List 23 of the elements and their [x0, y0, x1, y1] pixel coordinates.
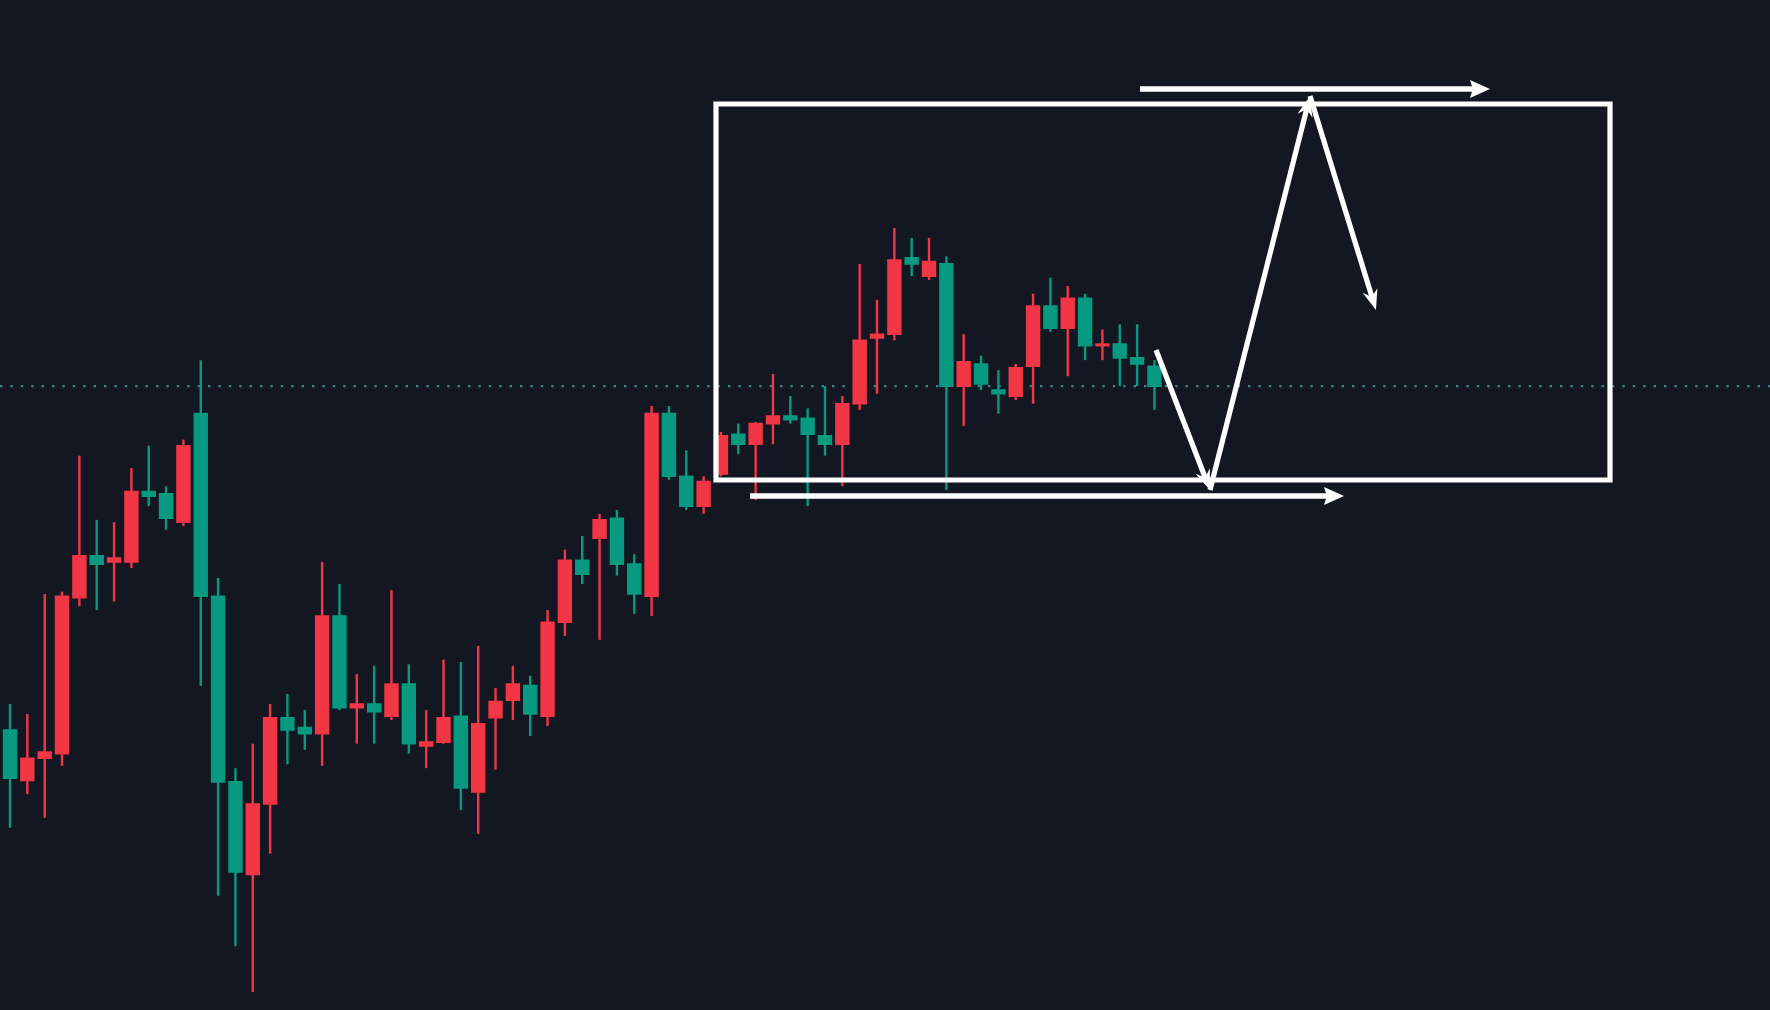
candlestick [488, 686, 503, 771]
candlestick [817, 384, 833, 457]
candlestick [592, 512, 607, 641]
candlestick [575, 534, 590, 586]
candlestick [1060, 284, 1075, 378]
candlestick [366, 664, 382, 745]
candlestick [349, 672, 364, 745]
candlestick [696, 475, 711, 515]
candlestick [1008, 362, 1023, 402]
candlestick [973, 354, 989, 392]
candlestick [384, 588, 399, 722]
candlestick [1043, 276, 1058, 334]
candlestick [1147, 358, 1162, 412]
candlestick [523, 674, 538, 738]
candlestick [1077, 292, 1093, 362]
candlestick [956, 333, 971, 428]
candlestick [904, 236, 919, 278]
candlestick [921, 236, 937, 282]
candlestick [1095, 328, 1110, 362]
candlestick [731, 422, 746, 456]
candlestick [991, 368, 1006, 415]
candlestick [505, 664, 521, 722]
candlestick [89, 518, 104, 612]
